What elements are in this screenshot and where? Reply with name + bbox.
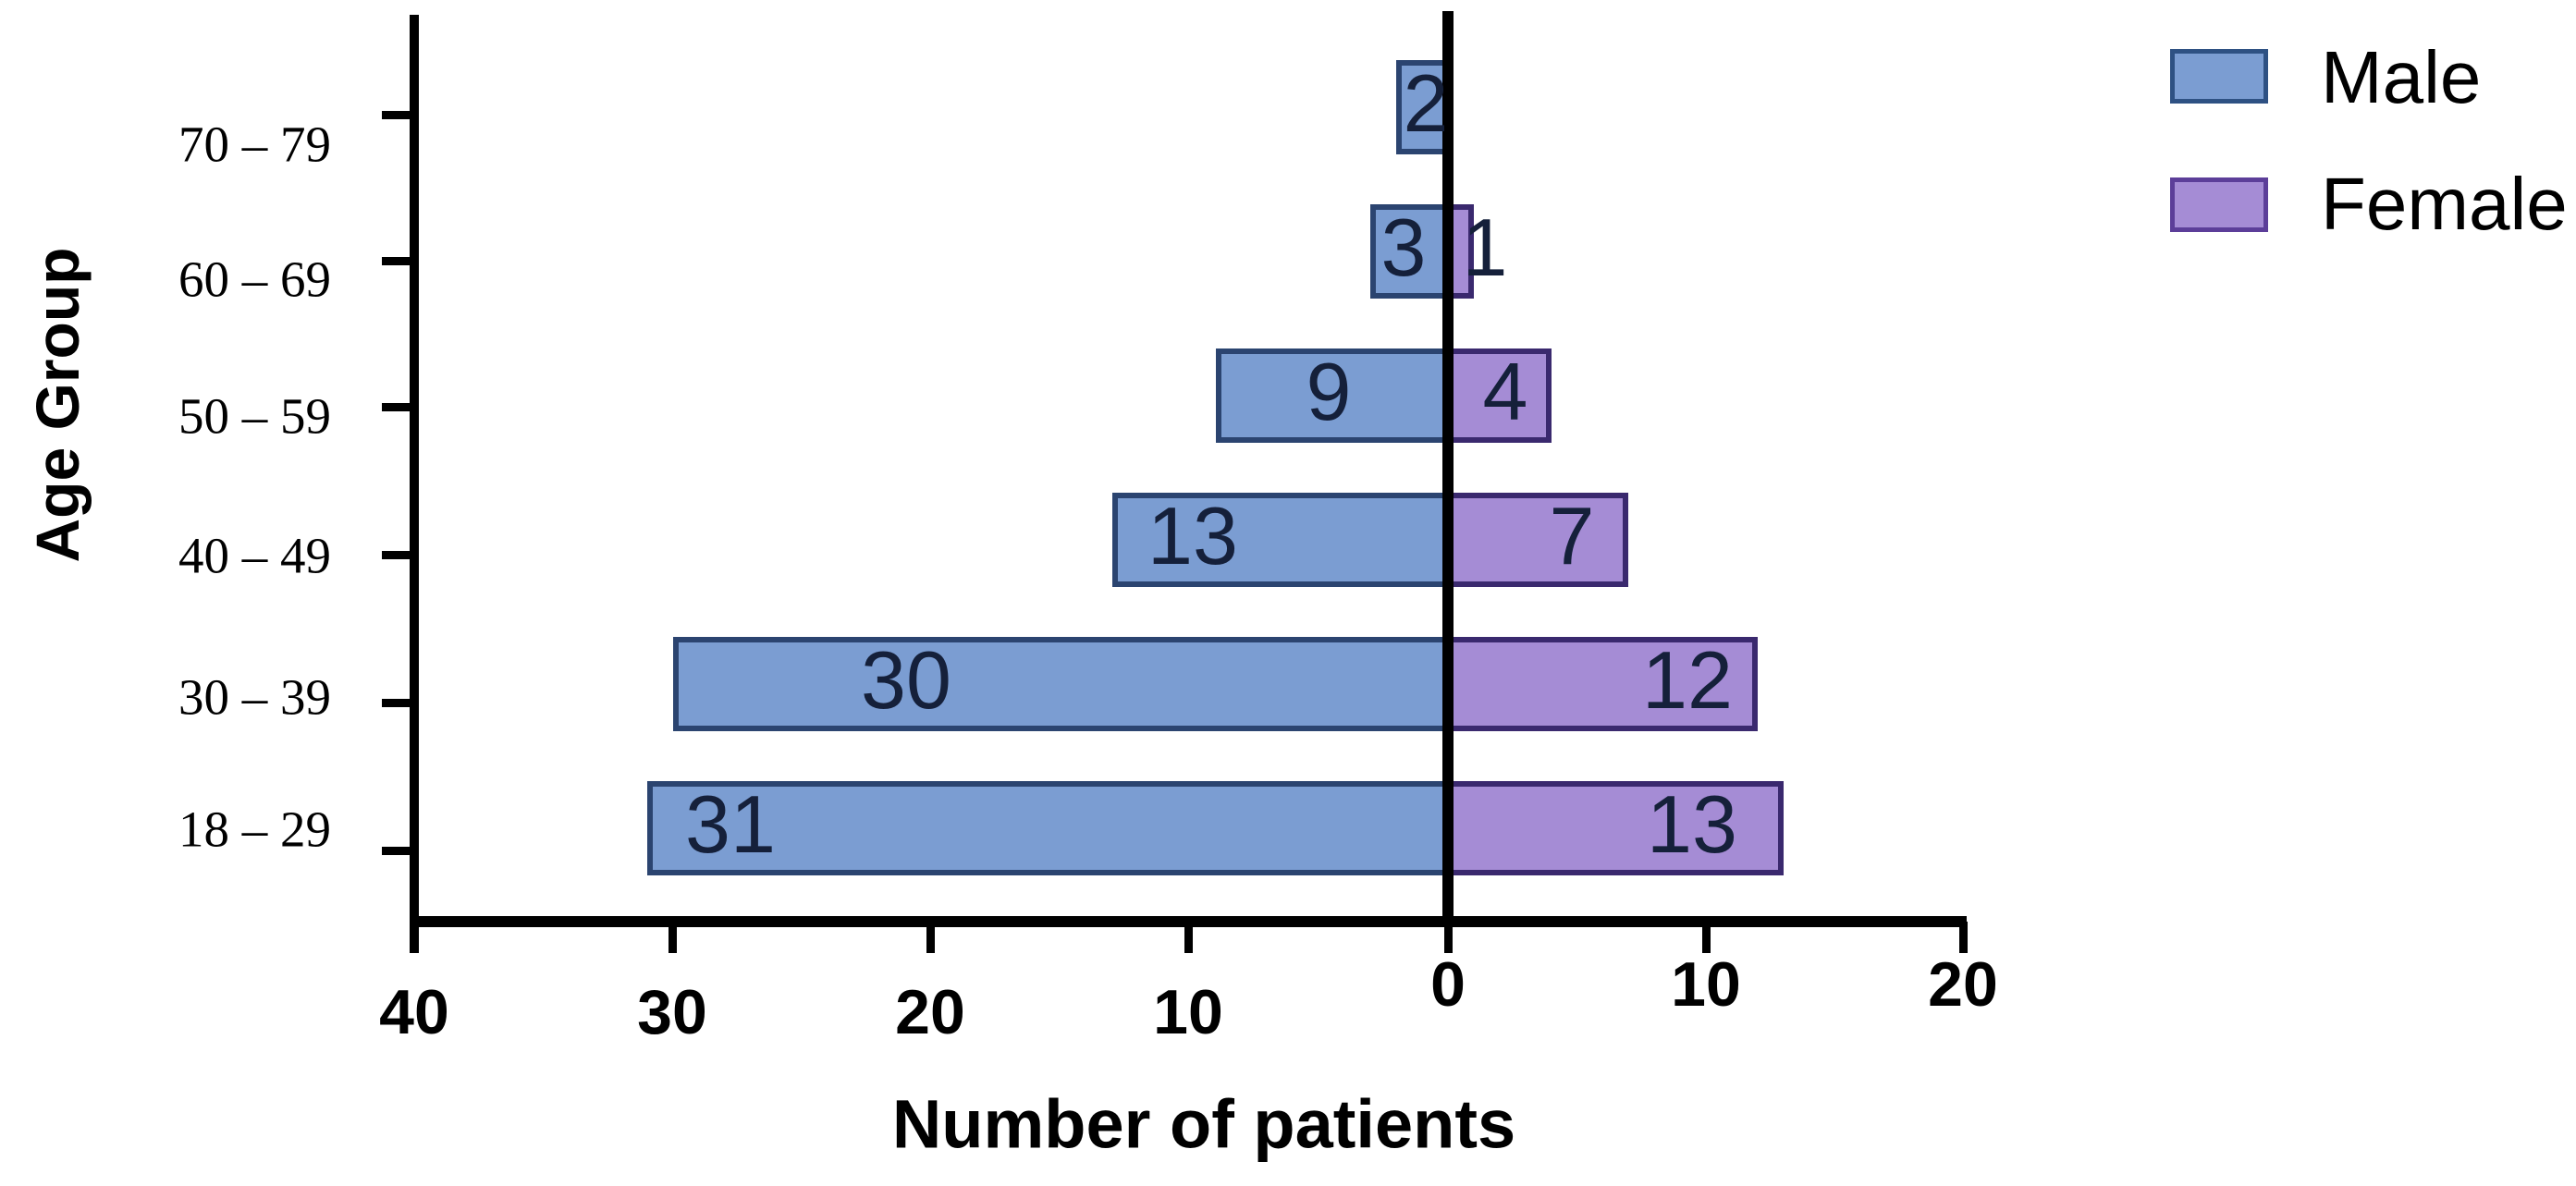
bar-value-label: 3 [1380,202,1427,293]
legend-female-swatch [2170,177,2268,232]
category-label: 40 – 49 [178,527,331,584]
x-axis-tick [1444,922,1453,953]
male-bar [1370,204,1448,299]
legend-male-label: Male [2321,36,2482,118]
male-bar [647,781,1448,875]
female-bar [1448,493,1629,587]
x-axis-title: Number of patients [891,1085,1516,1163]
male-bar [1215,348,1448,443]
female-bar [1448,637,1759,731]
zero-reference-line [1442,11,1454,924]
male-bar [1112,493,1448,587]
y-axis-spine [410,15,419,953]
category-label: 50 – 59 [178,387,331,445]
x-axis-tick [1702,922,1711,953]
bar-value-label: 13 [1147,490,1238,581]
x-tick-label: 40 [379,977,449,1047]
legend-female-label: Female [2321,163,2568,245]
x-axis-tick [1184,922,1193,953]
male-bar [1396,60,1448,154]
bar-value-label: 30 [861,634,951,726]
bar-value-label: 9 [1306,346,1352,437]
y-axis-title: Age Group [23,247,92,563]
x-axis-tick [669,922,677,953]
x-tick-label: 20 [1928,949,1998,1020]
y-axis-tick [382,111,411,119]
y-axis-tick [382,403,411,411]
bar-value-label: 31 [685,778,776,870]
y-axis-tick [382,257,411,265]
legend-male-swatch [2170,49,2268,104]
y-axis-tick [382,847,411,855]
bar-value-label: 13 [1647,778,1737,870]
category-label: 60 – 69 [178,251,331,308]
x-axis-tick [1959,922,1968,953]
x-tick-label: 10 [1671,949,1741,1020]
category-label: 30 – 39 [178,668,331,726]
male-bar [673,637,1448,731]
x-tick-label: 0 [1430,949,1466,1020]
bar-value-label: 7 [1549,490,1595,581]
x-tick-label: 10 [1153,977,1223,1047]
category-label: 18 – 29 [178,801,331,858]
x-tick-label: 30 [637,977,707,1047]
y-axis-tick [382,551,411,559]
bar-value-label: 2 [1403,57,1449,149]
bar-value-label: 1 [1462,202,1508,293]
x-tick-label: 20 [895,977,965,1047]
y-axis-tick [382,699,411,707]
bar-value-label: 12 [1642,634,1733,726]
x-axis-tick [926,922,935,953]
category-label: 70 – 79 [178,116,331,173]
bar-value-label: 4 [1482,346,1528,437]
x-axis-tick [411,922,419,953]
